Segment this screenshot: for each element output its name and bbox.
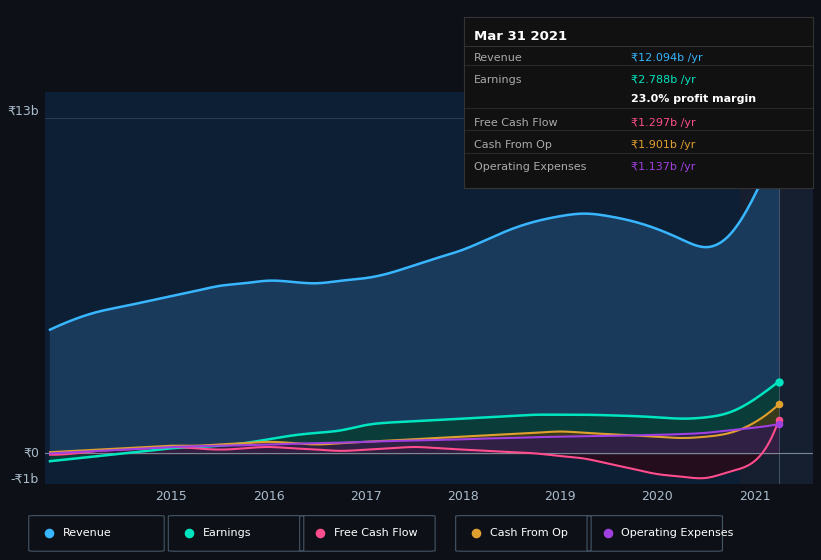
Text: Mar 31 2021: Mar 31 2021 (475, 30, 567, 44)
Point (182, 529, 195, 538)
Text: -₹1b: -₹1b (11, 473, 39, 486)
Text: Earnings: Earnings (475, 75, 523, 85)
Text: Revenue: Revenue (475, 53, 523, 63)
Text: Revenue: Revenue (63, 529, 112, 538)
Text: ₹1.137b /yr: ₹1.137b /yr (631, 162, 695, 172)
Text: Earnings: Earnings (203, 529, 251, 538)
Text: ₹2.788b /yr: ₹2.788b /yr (631, 75, 696, 85)
Point (773, 137, 786, 146)
Point (601, 529, 614, 538)
Bar (740, 92, 813, 484)
Text: Cash From Op: Cash From Op (475, 140, 553, 150)
Text: ₹12.094b /yr: ₹12.094b /yr (631, 53, 703, 63)
Text: Cash From Op: Cash From Op (490, 529, 568, 538)
Text: ₹1.297b /yr: ₹1.297b /yr (631, 118, 696, 128)
Point (773, 400, 786, 409)
Text: Free Cash Flow: Free Cash Flow (334, 529, 418, 538)
Text: Free Cash Flow: Free Cash Flow (475, 118, 558, 128)
Text: 23.0% profit margin: 23.0% profit margin (631, 94, 756, 104)
Text: Operating Expenses: Operating Expenses (621, 529, 734, 538)
Point (470, 529, 483, 538)
Point (773, 416, 786, 424)
Point (314, 529, 327, 538)
Text: ₹1.901b /yr: ₹1.901b /yr (631, 140, 695, 150)
Text: ₹0: ₹0 (23, 447, 39, 460)
Point (43, 529, 56, 538)
Point (773, 419, 786, 428)
Text: ₹13b: ₹13b (7, 105, 39, 118)
Text: Operating Expenses: Operating Expenses (475, 162, 587, 172)
Point (773, 377, 786, 386)
